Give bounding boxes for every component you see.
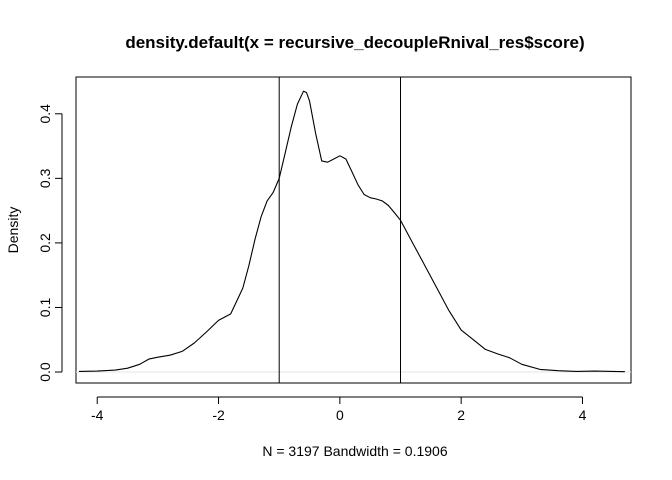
- y-tick-label: 0.0: [37, 362, 53, 382]
- plot-layer: -4 -2 0 2 4 0.0 0.1 0.2 0.3 0.4: [37, 77, 631, 423]
- x-tick-label: 0: [336, 407, 344, 423]
- y-axis-label: Density: [5, 207, 21, 254]
- y-tick-label: 0.3: [37, 168, 53, 188]
- plot-frame: [75, 76, 632, 384]
- y-tick-label: 0.2: [37, 233, 53, 253]
- y-tick-label: 0.1: [37, 298, 53, 318]
- x-tick-label: -2: [212, 407, 225, 423]
- y-tick-label: 0.4: [37, 104, 53, 124]
- density-curve: [78, 90, 625, 373]
- x-tick-label: 4: [579, 407, 587, 423]
- x-tick-label: 2: [457, 407, 465, 423]
- x-axis-label: N = 3197 Bandwidth = 0.1906: [262, 443, 447, 459]
- chart-title: density.default(x = recursive_decoupleRn…: [125, 33, 584, 52]
- x-tick-label: -4: [91, 407, 104, 423]
